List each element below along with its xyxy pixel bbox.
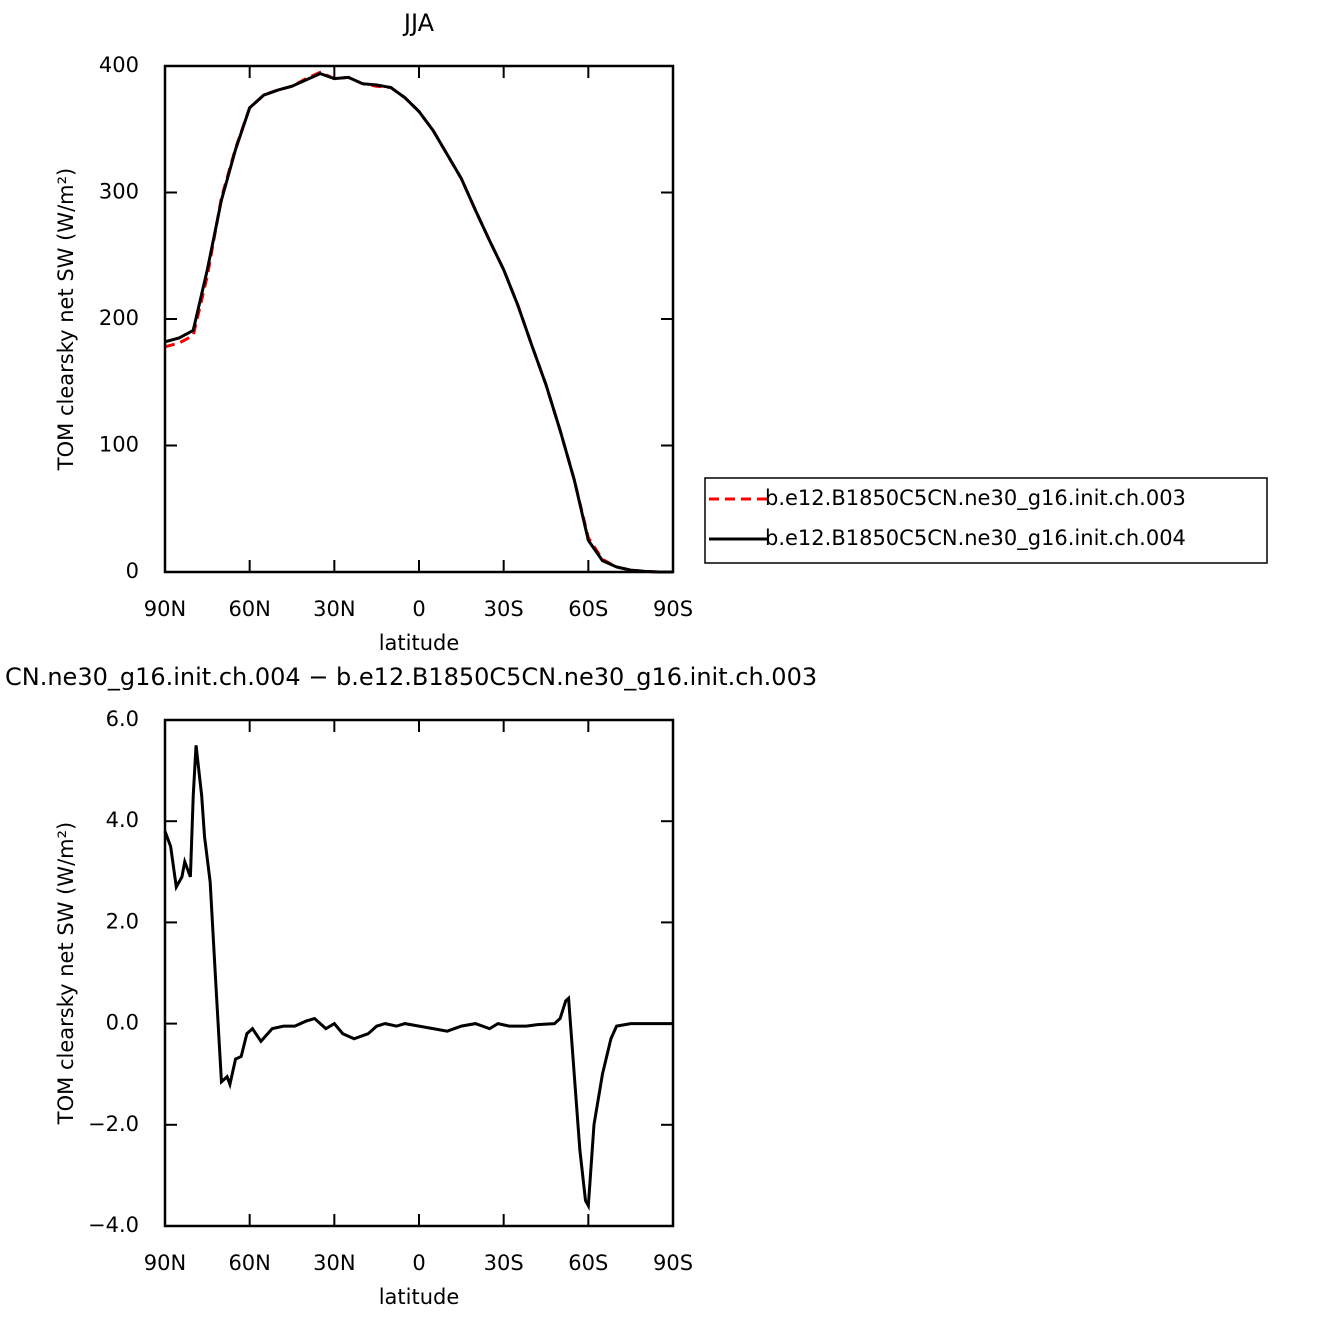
x-tick-label: 60S bbox=[568, 1251, 608, 1275]
plot-frame bbox=[163, 64, 675, 574]
x-axis-label: latitude bbox=[379, 631, 460, 655]
x-tick-label: 90S bbox=[653, 597, 693, 621]
y-tick-label: −2.0 bbox=[88, 1112, 139, 1136]
legend-label: b.e12.B1850C5CN.ne30_g16.init.ch.004 bbox=[765, 526, 1186, 551]
chart-title: JJA bbox=[402, 9, 435, 37]
y-tick-label: 6.0 bbox=[106, 707, 139, 731]
chart-title: CN.ne30_g16.init.ch.004 − b.e12.B1850C5C… bbox=[5, 663, 817, 691]
y-tick-label: 4.0 bbox=[106, 808, 139, 832]
y-tick-label: 200 bbox=[99, 306, 139, 330]
legend-label: b.e12.B1850C5CN.ne30_g16.init.ch.003 bbox=[765, 486, 1186, 511]
x-tick-label: 30N bbox=[313, 1251, 355, 1275]
y-axis-label: TOM clearsky net SW (W/m²) bbox=[54, 822, 78, 1125]
x-tick-label: 60N bbox=[228, 1251, 270, 1275]
x-tick-label: 90N bbox=[144, 597, 186, 621]
y-tick-label: 0.0 bbox=[106, 1011, 139, 1035]
y-tick-label: 100 bbox=[99, 433, 139, 457]
y-tick-label: 400 bbox=[99, 53, 139, 77]
data-line bbox=[164, 70, 673, 574]
data-line bbox=[164, 71, 673, 574]
x-tick-label: 0 bbox=[412, 1251, 425, 1275]
x-axis-label: latitude bbox=[379, 1285, 460, 1309]
data-line bbox=[163, 745, 673, 1211]
plot-frame bbox=[163, 718, 675, 1228]
y-tick-label: 0 bbox=[126, 559, 139, 583]
x-tick-label: 90N bbox=[144, 1251, 186, 1275]
x-tick-label: 0 bbox=[412, 597, 425, 621]
x-tick-label: 30S bbox=[484, 597, 524, 621]
x-tick-label: 90S bbox=[653, 1251, 693, 1275]
x-tick-label: 30S bbox=[484, 1251, 524, 1275]
y-tick-label: 300 bbox=[99, 180, 139, 204]
y-axis-label: TOM clearsky net SW (W/m²) bbox=[54, 168, 78, 471]
x-tick-label: 60N bbox=[228, 597, 270, 621]
x-tick-label: 30N bbox=[313, 597, 355, 621]
x-tick-label: 60S bbox=[568, 597, 608, 621]
legend-box bbox=[704, 477, 1268, 564]
y-tick-label: −4.0 bbox=[88, 1213, 139, 1237]
y-tick-label: 2.0 bbox=[106, 909, 139, 933]
